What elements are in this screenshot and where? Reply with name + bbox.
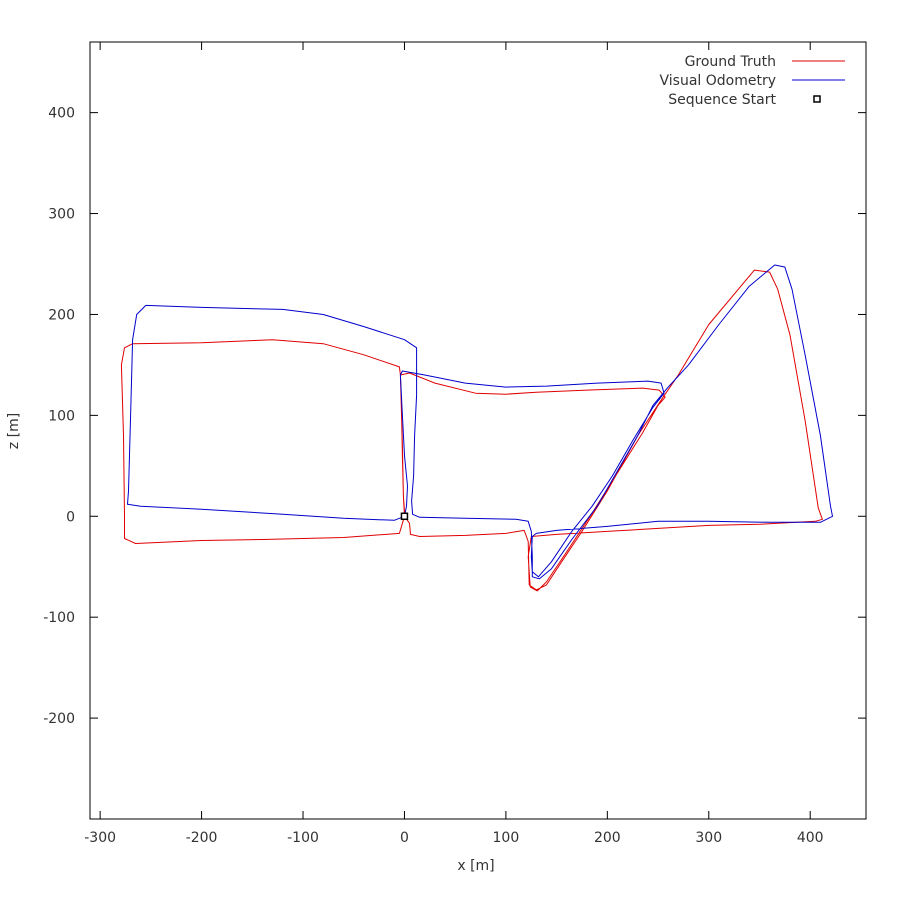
x-tick-label: -300 [84, 830, 116, 846]
y-tick-label: 200 [48, 307, 75, 323]
x-axis-ticks: -300 -200 -100 0 100 200 300 400 [84, 42, 824, 846]
x-tick-label: -200 [186, 830, 218, 846]
y-tick-label: 300 [48, 207, 75, 223]
y-tick-label: 400 [48, 106, 75, 122]
plot-frame [89, 41, 867, 820]
marker-layer [400, 512, 409, 521]
legend: Ground Truth Visual Odometry Sequence Star… [660, 54, 845, 108]
y-tick-label: 100 [48, 408, 75, 424]
x-tick-label: 400 [797, 830, 824, 846]
legend-label: Visual Odometry [660, 73, 777, 89]
x-tick-label: 300 [695, 830, 722, 846]
legend-label: Ground Truth [685, 54, 776, 70]
series-line-0 [120, 269, 823, 592]
y-tick-label: -200 [43, 711, 75, 727]
y-axis-label: z [m] [6, 413, 22, 449]
series-layer [120, 264, 833, 592]
y-tick-label: -100 [43, 610, 75, 626]
x-tick-label: 100 [493, 830, 520, 846]
legend-label: Sequence Start [668, 92, 776, 108]
x-tick-label: -100 [287, 830, 319, 846]
x-tick-label: 0 [400, 830, 409, 846]
x-axis-label: x [m] [457, 858, 494, 874]
sequence-start-marker [400, 512, 409, 521]
series-line-1 [127, 264, 833, 580]
legend-marker-swatch [813, 95, 821, 103]
x-tick-label: 200 [594, 830, 621, 846]
y-tick-label: 0 [66, 509, 75, 525]
y-axis-ticks: -200 -100 0 100 200 300 400 [43, 106, 866, 727]
